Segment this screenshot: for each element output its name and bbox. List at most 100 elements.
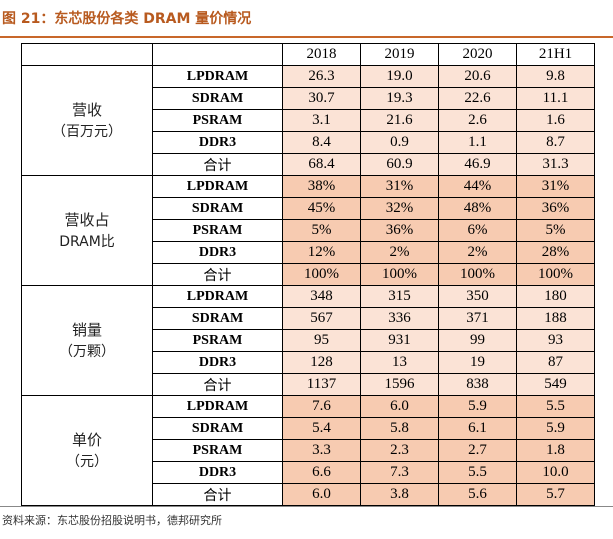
value-cell: 6.0 [360,395,439,418]
value-cell: 11.1 [516,87,595,110]
header-blank-cell [152,43,283,66]
value-cell: 336 [360,307,439,330]
row-label: 合计 [152,153,283,176]
value-cell: 5.4 [282,417,361,440]
value-cell: 31.3 [516,153,595,176]
row-label: SDRAM [152,417,283,440]
value-cell: 10.0 [516,461,595,484]
value-cell: 5% [282,219,361,242]
figure-title: 图 21：东芯股份各类 DRAM 量价情况 [2,11,252,27]
row-label: LPDRAM [152,65,283,88]
table-row: 营收占 DRAM比 LPDRAM 38% 31% 44% 31% [21,175,595,286]
value-cell: 6.6 [282,461,361,484]
value-cell: 7.3 [360,461,439,484]
value-cell: 5.8 [360,417,439,440]
value-cell: 5.7 [516,483,595,506]
row-label: DDR3 [152,351,283,374]
table-row: PSRAM 3.3 2.3 2.7 1.8 [22,439,595,462]
value-cell: 44% [438,175,517,198]
value-cell: 13 [360,351,439,374]
table-row: 合计 100% 100% 100% 100% [22,263,595,286]
header-row: 2018 2019 2020 21H1 [21,43,595,66]
value-cell: 188 [516,307,595,330]
row-label: PSRAM [152,219,283,242]
section-label: 销量 （万颗） [21,285,153,396]
value-cell: 87 [516,351,595,374]
value-cell: 19.0 [360,65,439,88]
value-cell: 2.3 [360,439,439,462]
value-cell: 8.4 [282,131,361,154]
section-label-line1: 营收 [71,100,102,119]
value-cell: 1.1 [438,131,517,154]
value-cell: 315 [360,285,439,308]
value-cell: 5.6 [438,483,517,506]
value-cell: 5.5 [438,461,517,484]
value-cell: 6.1 [438,417,517,440]
value-cell: 68.4 [282,153,361,176]
value-cell: 30.7 [282,87,361,110]
row-label: LPDRAM [152,175,283,198]
value-cell: 45% [282,197,361,220]
value-cell: 6.0 [282,483,361,506]
row-label: SDRAM [152,197,283,220]
value-cell: 100% [360,263,439,286]
row-label: 合计 [152,373,283,396]
value-cell: 180 [516,285,595,308]
value-cell: 48% [438,197,517,220]
value-cell: 3.1 [282,109,361,132]
value-cell: 31% [516,175,595,198]
value-cell: 0.9 [360,131,439,154]
value-cell: 36% [360,219,439,242]
table-row: 销量 （万颗） LPDRAM 348 315 350 180 [21,285,595,396]
section-label-line2: （元） [66,453,108,470]
section-label-line1: 营收占 [64,210,110,229]
row-label: 合计 [152,263,283,286]
section-label-line1: 销量 [71,320,102,339]
table-row: PSRAM 5% 36% 6% 5% [22,219,595,242]
section-label-line1: 单价 [71,430,102,449]
value-cell: 7.6 [282,395,361,418]
table-row: SDRAM 30.7 19.3 22.6 11.1 [22,87,595,110]
value-cell: 1.8 [516,439,595,462]
value-cell: 2.7 [438,439,517,462]
footer-divider [0,506,613,507]
value-cell: 46.9 [438,153,517,176]
table-row: 营收 （百万元） LPDRAM 26.3 19.0 20.6 9.8 [21,65,595,176]
value-cell: 28% [516,241,595,264]
value-cell: 838 [438,373,517,396]
value-cell: 2% [438,241,517,264]
row-label: SDRAM [152,307,283,330]
value-cell: 21.6 [360,109,439,132]
row-label: SDRAM [152,87,283,110]
table-row: DDR3 128 13 19 87 [22,351,595,374]
value-cell: 95 [282,329,361,352]
table-row: DDR3 6.6 7.3 5.5 10.0 [22,461,595,484]
value-cell: 5.9 [438,395,517,418]
row-label: PSRAM [152,439,283,462]
title-divider [0,36,613,38]
section-label: 营收占 DRAM比 [21,175,153,286]
row-label: 合计 [152,483,283,506]
table-row: SDRAM 45% 32% 48% 36% [22,197,595,220]
value-cell: 3.3 [282,439,361,462]
value-cell: 12% [282,241,361,264]
value-cell: 931 [360,329,439,352]
dram-data-table: 2018 2019 2020 21H1 营收 （百万元） LPDRAM 26.3 19.… [21,43,595,506]
row-label: PSRAM [152,329,283,352]
value-cell: 567 [282,307,361,330]
value-cell: 2.6 [438,109,517,132]
value-cell: 549 [516,373,595,396]
value-cell: 348 [282,285,361,308]
table-row: 合计 6.0 3.8 5.6 5.7 [22,483,595,506]
value-cell: 9.8 [516,65,595,88]
value-cell: 38% [282,175,361,198]
column-header: 2019 [360,43,439,66]
table-row: SDRAM 567 336 371 188 [22,307,595,330]
section-label-line2: DRAM比 [59,233,115,250]
value-cell: 31% [360,175,439,198]
row-label: LPDRAM [152,285,283,308]
value-cell: 3.8 [360,483,439,506]
column-header: 2018 [282,43,361,66]
table-row: 合计 1137 1596 838 549 [22,373,595,396]
section-label: 单价 （元） [21,395,153,506]
